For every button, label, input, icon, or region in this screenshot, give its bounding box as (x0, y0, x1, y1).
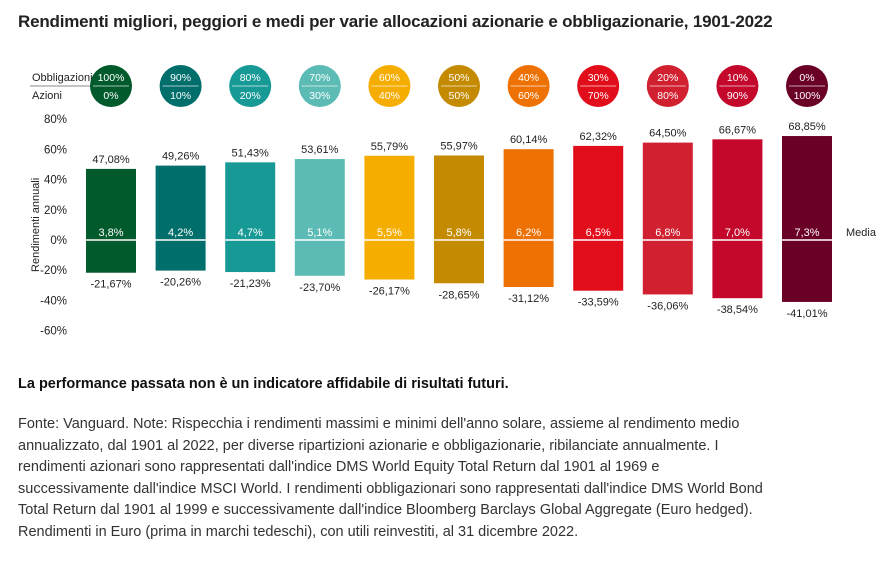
notes-line: Total Return dal 1901 al 1999 e successi… (18, 502, 753, 518)
bonds-percent: 10% (727, 72, 748, 84)
range-bar (503, 149, 554, 287)
stocks-percent: 30% (309, 90, 330, 102)
notes-line: Rendimenti in Euro (prima in marchi tede… (18, 523, 579, 540)
mean-value-label: 3,8% (98, 227, 123, 239)
mean-value-label: 5,5% (377, 227, 402, 239)
stocks-percent: 70% (588, 90, 609, 102)
max-value-label: 68,85% (788, 121, 826, 133)
bonds-percent: 90% (170, 72, 191, 84)
bonds-percent: 80% (240, 72, 261, 84)
range-bar (712, 139, 763, 299)
bonds-percent: 60% (379, 72, 400, 84)
y-axis-label: Rendimenti annuali (30, 178, 42, 272)
min-value-label: -38,54% (717, 304, 758, 316)
mean-value-label: 6,5% (586, 227, 611, 239)
range-bar (294, 159, 345, 276)
range-bar (573, 145, 624, 291)
mean-value-label: 5,8% (446, 227, 471, 239)
range-bar (155, 165, 206, 271)
stocks-percent: 90% (727, 90, 748, 102)
y-tick-label: -60% (40, 326, 67, 338)
min-value-label: -21,23% (230, 278, 271, 290)
bonds-percent: 100% (98, 72, 125, 84)
min-value-label: -26,17% (369, 286, 410, 298)
max-value-label: 51,43% (232, 147, 270, 159)
range-bar (434, 155, 484, 284)
bonds-percent: 20% (657, 72, 678, 84)
y-tick-label: 20% (44, 205, 67, 217)
max-value-label: 49,26% (162, 151, 200, 163)
range-bar (782, 136, 832, 302)
stocks-percent: 20% (240, 90, 261, 102)
mean-value-label: 4,2% (168, 227, 193, 239)
stocks-percent: 60% (518, 90, 539, 102)
bonds-percent: 70% (309, 72, 330, 84)
max-value-label: 66,67% (719, 124, 757, 136)
notes-line: rendimenti azionari sono rappresentati d… (18, 459, 660, 475)
y-tick-label: 80% (44, 114, 67, 126)
min-value-label: -33,59% (578, 297, 619, 309)
min-value-label: -21,67% (91, 279, 132, 291)
min-value-label: -41,01% (787, 308, 828, 320)
mean-value-label: 6,8% (655, 227, 680, 239)
max-value-label: 60,14% (510, 134, 548, 146)
range-bar (225, 162, 276, 273)
max-value-label: 55,79% (371, 141, 409, 153)
stocks-label: Azioni (32, 90, 62, 102)
max-value-label: 64,50% (649, 128, 687, 140)
bonds-percent: 40% (518, 72, 539, 84)
min-value-label: -23,70% (299, 282, 340, 294)
range-bar (642, 142, 693, 295)
mean-value-label: 7,3% (794, 227, 819, 239)
bonds-percent: 50% (448, 72, 469, 84)
returns-bar-chart: Rendimenti annuali 80% 60% 40% 20% 0% -20% -40%… (30, 65, 877, 338)
max-value-label: 62,32% (580, 131, 618, 143)
bonds-label: Obbligazioni (32, 72, 93, 84)
min-value-label: -36,06% (647, 300, 688, 312)
stocks-percent: 80% (657, 90, 678, 102)
max-value-label: 53,61% (301, 144, 339, 156)
min-value-label: -20,26% (160, 277, 201, 289)
stocks-percent: 0% (103, 90, 118, 102)
mean-value-label: 4,7% (238, 227, 263, 239)
min-value-label: -31,12% (508, 293, 549, 305)
min-value-label: -28,65% (439, 289, 480, 301)
y-tick-label: -20% (40, 265, 67, 277)
y-tick-label: -40% (40, 295, 67, 307)
notes-line: Fonte: Vanguard. Note: Rispecchia i rend… (18, 416, 740, 432)
max-value-label: 55,97% (440, 140, 478, 152)
source-notes: Fonte: Vanguard. Note: Rispecchia i rend… (18, 414, 880, 543)
mean-value-label: 7,0% (725, 227, 750, 239)
notes-line: annualizzato, dal 1901 al 2022, per dive… (18, 437, 719, 454)
stocks-percent: 40% (379, 90, 400, 102)
mean-value-label: 5,1% (307, 227, 332, 239)
range-bar (364, 155, 415, 280)
y-tick-label: 60% (44, 144, 67, 156)
bonds-percent: 30% (588, 72, 609, 84)
notes-line: successivamente dall'indice MSCI World. … (18, 480, 763, 497)
mean-value-label: 6,2% (516, 227, 541, 239)
range-bar (86, 168, 136, 273)
y-tick-label: 40% (44, 175, 67, 187)
disclaimer: La performance passata non è un indicato… (18, 376, 509, 392)
bonds-percent: 0% (799, 72, 814, 84)
mean-legend-label: Media (846, 227, 877, 239)
stocks-percent: 10% (170, 90, 191, 102)
stocks-percent: 50% (448, 90, 469, 102)
stocks-percent: 100% (794, 90, 821, 102)
chart-title: Rendimenti migliori, peggiori e medi per… (18, 12, 773, 31)
max-value-label: 47,08% (92, 154, 130, 166)
y-tick-label: 0% (50, 235, 67, 247)
